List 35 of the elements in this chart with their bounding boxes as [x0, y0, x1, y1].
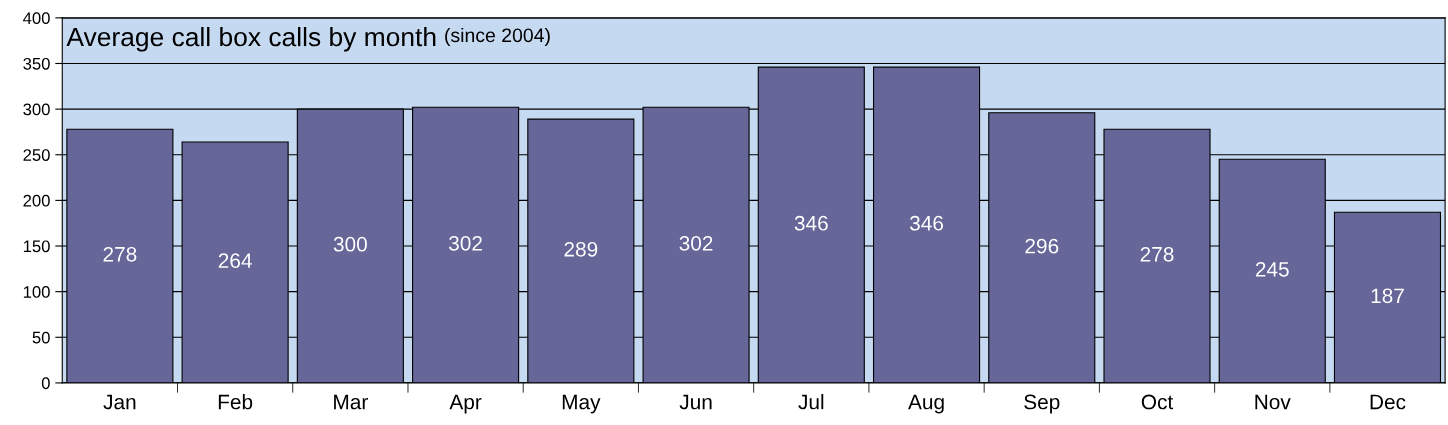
y-tick-label: 0: [41, 377, 50, 390]
x-tick-label: Jun: [679, 394, 712, 410]
data-label: 278: [103, 246, 137, 262]
y-tick-label: 200: [23, 194, 50, 207]
data-label: 187: [1371, 288, 1404, 304]
x-tick-label: Mar: [334, 394, 368, 410]
y-tick-label: 350: [23, 57, 50, 70]
x-tick-label: May: [562, 394, 601, 414]
x-tick-label: Nov: [1255, 394, 1291, 410]
x-tick-label: Oct: [1141, 394, 1174, 410]
data-label: 346: [909, 215, 943, 231]
data-label: 346: [794, 215, 828, 231]
x-tick-label: Sep: [1024, 394, 1060, 414]
x-tick-label: Jul: [798, 394, 824, 410]
data-label: 296: [1025, 238, 1059, 254]
y-tick-label: 150: [23, 240, 50, 253]
data-label: 245: [1255, 261, 1289, 277]
y-tick-label: 100: [23, 286, 50, 298]
chart-title: Average call box calls by month: [66, 26, 436, 52]
data-label: 264: [218, 253, 252, 269]
y-tick-label: 400: [23, 12, 50, 25]
y-tick-label: 250: [23, 149, 50, 161]
x-tick-label: Feb: [218, 394, 253, 410]
data-label: 289: [564, 241, 598, 257]
x-tick-label: Dec: [1370, 394, 1406, 410]
x-tick-label: Apr: [449, 394, 482, 414]
y-tick-label: 300: [23, 103, 50, 116]
chart-subtitle: (since 2004): [445, 27, 550, 47]
data-label: 300: [333, 236, 367, 252]
y-tick-label: 50: [32, 331, 50, 344]
data-label: 302: [679, 235, 713, 251]
data-label: 302: [449, 235, 482, 251]
data-label: 278: [1140, 246, 1174, 262]
x-tick-label: Jan: [103, 394, 136, 410]
x-tick-label: Aug: [908, 394, 944, 414]
